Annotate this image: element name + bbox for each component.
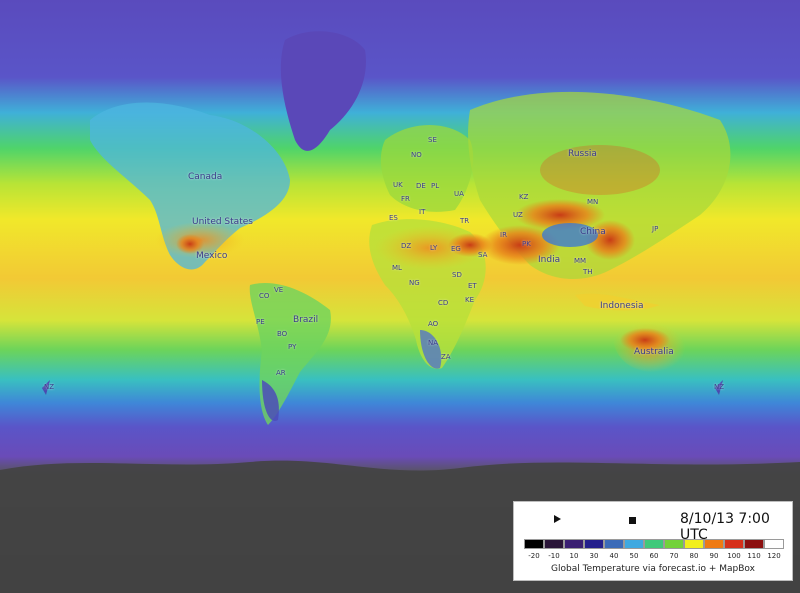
code-na: NA (428, 339, 439, 347)
legend-swatch (704, 539, 724, 549)
label-canada: Canada (188, 172, 223, 182)
greenland (280, 31, 366, 151)
legend-tick: -10 (548, 552, 560, 560)
legend-swatch (604, 539, 624, 549)
play-icon[interactable] (554, 515, 561, 523)
code-mm: MM (574, 257, 587, 265)
legend-panel: 8/10/13 7:00 UTC -20 -10 10 30 40 50 60 70 80 90 1… (513, 501, 793, 581)
legend-swatch (644, 539, 664, 549)
stop-icon[interactable] (629, 517, 636, 524)
new-zealand-right (715, 380, 723, 395)
legend-tick: 60 (649, 552, 659, 560)
color-scale (524, 539, 784, 549)
label-russia: Russia (568, 149, 597, 159)
code-bo: BO (277, 330, 288, 338)
legend-swatch (524, 539, 544, 549)
code-co: CO (259, 292, 270, 300)
legend-tick: 50 (629, 552, 639, 560)
label-australia: Australia (634, 347, 674, 357)
code-sa: SA (478, 251, 488, 259)
code-no: NO (411, 151, 422, 159)
code-ke: KE (465, 296, 475, 304)
legend-swatch (764, 539, 784, 549)
legend-swatch (544, 539, 564, 549)
code-nz-left: NZ (44, 383, 55, 391)
label-brazil: Brazil (293, 315, 319, 325)
code-za: ZA (441, 353, 451, 361)
code-mn: MN (587, 198, 599, 206)
legend-tick: 110 (747, 552, 761, 560)
code-py: PY (288, 343, 297, 351)
code-de: DE (416, 182, 426, 190)
legend-tick: 10 (569, 552, 579, 560)
legend-tick: 80 (689, 552, 699, 560)
code-pl: PL (431, 182, 440, 190)
legend-swatch (664, 539, 684, 549)
code-uz: UZ (513, 211, 523, 219)
code-ar: AR (276, 369, 286, 377)
code-kz: KZ (519, 193, 529, 201)
code-ly: LY (430, 244, 438, 252)
label-indonesia: Indonesia (600, 301, 644, 311)
label-mexico: Mexico (196, 251, 228, 261)
code-ve: VE (274, 286, 284, 294)
new-zealand-left (42, 380, 50, 395)
code-ua: UA (454, 190, 464, 198)
code-ng: NG (409, 279, 420, 287)
legend-tick: 70 (669, 552, 679, 560)
code-ml: ML (392, 264, 402, 272)
legend-swatch (684, 539, 704, 549)
code-nz-right: NZ (714, 383, 725, 391)
indonesia-islands (575, 293, 660, 311)
code-th: TH (583, 268, 593, 276)
legend-swatch (564, 539, 584, 549)
legend-swatch (584, 539, 604, 549)
legend-swatch (624, 539, 644, 549)
legend-tick: -20 (528, 552, 540, 560)
code-se: SE (428, 136, 437, 144)
code-pk: PK (522, 240, 531, 248)
legend-tick: 120 (767, 552, 781, 560)
code-it: IT (419, 208, 426, 216)
code-dz: DZ (401, 242, 412, 250)
europe (380, 125, 474, 212)
legend-swatch (724, 539, 744, 549)
label-united-states: United States (192, 217, 253, 227)
code-es: ES (389, 214, 398, 222)
legend-swatch (744, 539, 764, 549)
code-cd: CD (438, 299, 449, 307)
code-jp: JP (652, 225, 659, 233)
label-china: China (580, 227, 606, 237)
legend-tick: 90 (709, 552, 719, 560)
north-america (90, 102, 290, 270)
code-uk: UK (393, 181, 403, 189)
code-et: ET (468, 282, 477, 290)
label-india: India (538, 255, 561, 265)
legend-tick: 40 (609, 552, 619, 560)
code-eg: EG (451, 245, 461, 253)
code-tr: TR (460, 217, 470, 225)
code-ir: IR (500, 231, 507, 239)
scale-ticks: -20 -10 10 30 40 50 60 70 80 90 100 110 120 (524, 552, 784, 560)
code-ao: AO (428, 320, 439, 328)
legend-tick: 30 (589, 552, 599, 560)
credit-text: Global Temperature via forecast.io + Map… (551, 564, 755, 574)
code-sd: SD (452, 271, 462, 279)
code-fr: FR (401, 195, 410, 203)
code-pe: PE (256, 318, 265, 326)
legend-tick: 100 (727, 552, 741, 560)
